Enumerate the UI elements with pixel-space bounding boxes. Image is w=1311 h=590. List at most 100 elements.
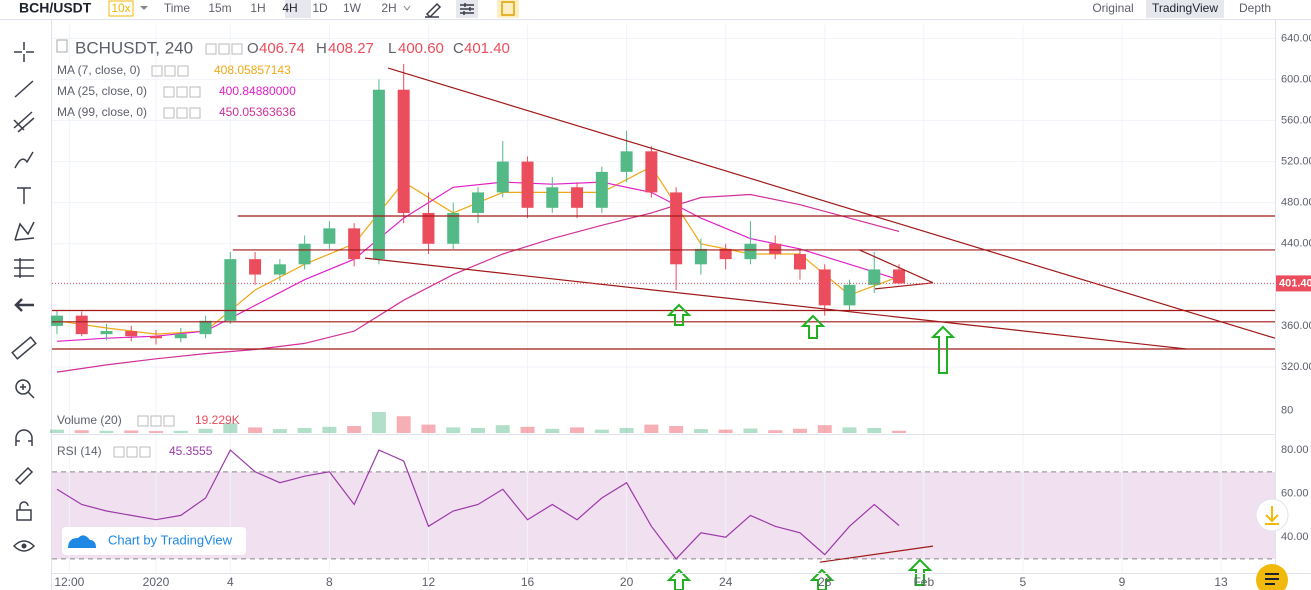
arrow-annotation — [907, 558, 933, 586]
notes-icon[interactable] — [501, 1, 515, 16]
legend-icon[interactable] — [163, 415, 175, 427]
x-tick-label: 5 — [1020, 575, 1027, 589]
brush-tool[interactable] — [14, 151, 34, 169]
pitchfork-tool[interactable] — [13, 111, 35, 133]
candle-body — [323, 228, 336, 244]
interval[interactable]: 1W — [343, 1, 362, 15]
volume-bar — [570, 427, 585, 433]
ma-legend-value: 408.05857143 — [214, 63, 291, 77]
ruler-tool[interactable] — [11, 336, 37, 360]
x-tick-label: Feb — [913, 575, 934, 589]
candle-body — [868, 269, 881, 285]
lock-tool[interactable] — [16, 501, 32, 521]
volume-bar — [124, 430, 139, 433]
legend-icon[interactable] — [189, 107, 201, 119]
y-tick-label: 600.00 — [1281, 73, 1311, 85]
lock-draw-tool[interactable] — [14, 466, 34, 486]
x-tick-label: 12:00 — [54, 575, 84, 589]
symbol[interactable]: BCH/USDT — [19, 0, 92, 16]
volume-bar — [842, 427, 857, 433]
legend-icon[interactable] — [189, 86, 201, 98]
volume-bar — [718, 429, 733, 433]
y-tick-label: 560.00 — [1281, 114, 1311, 126]
crosshair-tool[interactable] — [14, 42, 34, 62]
ohlc-value: 401.40 — [464, 40, 510, 57]
legend-icon[interactable] — [218, 43, 230, 55]
text-tool[interactable] — [17, 187, 31, 204]
candle-body — [645, 151, 658, 193]
volume-bar — [347, 426, 362, 433]
ohlc-value: 406.74 — [259, 40, 305, 57]
interval[interactable]: 15m — [208, 1, 231, 15]
visibility-tool[interactable] — [12, 540, 36, 552]
rsi-legend-name: RSI (14) — [57, 444, 102, 458]
back-tool[interactable] — [14, 298, 34, 312]
interval[interactable]: Time — [164, 1, 191, 15]
volume-bar — [74, 430, 89, 433]
legend-icon[interactable] — [151, 65, 163, 77]
settings-icon[interactable] — [460, 3, 474, 15]
legend-icon[interactable] — [205, 43, 217, 55]
legend-icon[interactable] — [113, 446, 125, 458]
x-tick-label: 24 — [719, 575, 733, 589]
arrow-annotation — [800, 314, 826, 339]
trendline-tool[interactable] — [14, 80, 34, 98]
view-option[interactable]: Depth — [1239, 1, 1271, 15]
zoom-tool-handle — [20, 384, 35, 399]
volume-bar — [669, 426, 684, 433]
rsi-legend-value: 45.3555 — [169, 444, 213, 458]
volume-bar — [297, 427, 312, 433]
dropdown[interactable] — [140, 6, 148, 10]
candle-body — [893, 269, 906, 284]
collapse-box[interactable] — [56, 39, 68, 53]
candle-body — [793, 254, 806, 270]
view-option[interactable]: Original — [1092, 1, 1133, 15]
magnet-tool[interactable] — [15, 429, 33, 446]
candle-body — [843, 284, 856, 306]
volume-legend-value: 19.229K — [195, 413, 240, 427]
legend-icon[interactable] — [163, 107, 175, 119]
interval[interactable]: 1D — [312, 1, 328, 15]
watermark[interactable]: Chart by TradingView — [108, 532, 233, 547]
y-tick-label: 440.00 — [1281, 238, 1311, 250]
x-tick-label: 28 — [818, 575, 832, 589]
scroll-button[interactable] — [1265, 506, 1279, 525]
candle-body — [546, 187, 559, 208]
legend-icon[interactable] — [137, 415, 149, 427]
volume-bar — [520, 426, 535, 433]
trendline — [874, 282, 934, 290]
interval[interactable]: 1H — [250, 1, 265, 15]
volume-bar — [892, 430, 907, 433]
pattern-tool[interactable] — [14, 221, 35, 241]
interval[interactable]: 2H — [381, 1, 396, 15]
zoom-tool[interactable] — [15, 379, 31, 395]
legend-icon[interactable] — [150, 415, 162, 427]
legend-icon[interactable] — [231, 43, 243, 55]
legend-icon[interactable] — [176, 86, 188, 98]
legend-icon[interactable] — [163, 86, 175, 98]
leverage[interactable]: 10x — [111, 1, 130, 15]
draw-icon[interactable] — [425, 2, 442, 19]
candle-body — [744, 243, 757, 260]
candle-body — [224, 259, 237, 321]
legend-icon[interactable] — [126, 446, 138, 458]
moving-average — [56, 193, 900, 373]
moving-average — [56, 181, 900, 342]
candle-body — [273, 264, 286, 275]
legend-icon[interactable] — [139, 446, 151, 458]
volume-bar — [322, 426, 337, 433]
rsi-band — [52, 471, 1275, 559]
interval[interactable]: 4H — [282, 1, 297, 15]
chat-button[interactable] — [1256, 564, 1288, 590]
leverage-box[interactable] — [108, 0, 134, 17]
legend-icon[interactable] — [176, 107, 188, 119]
legend-icon[interactable] — [177, 65, 189, 77]
view-option[interactable]: TradingView — [1152, 1, 1218, 15]
ma-legend-name: MA (99, close, 0) — [57, 105, 147, 119]
fib-tool[interactable] — [14, 258, 34, 278]
volume-bar — [248, 427, 263, 433]
dropdown[interactable] — [403, 5, 411, 11]
candle-body — [348, 228, 361, 260]
legend-icon[interactable] — [164, 65, 176, 77]
